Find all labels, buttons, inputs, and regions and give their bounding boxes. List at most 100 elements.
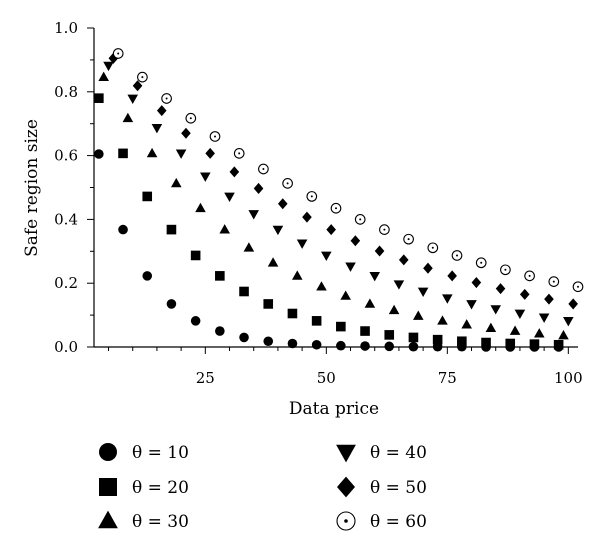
legend-marker [99, 443, 117, 461]
data-point [457, 336, 467, 347]
data-point [253, 182, 264, 194]
data-point [384, 330, 395, 340]
data-point [137, 71, 148, 83]
data-point [423, 262, 433, 274]
x-axis-label: Data price [289, 399, 379, 419]
data-point [553, 339, 564, 350]
data-points [94, 48, 584, 352]
data-point [195, 202, 206, 213]
data-point [350, 235, 361, 247]
data-point [156, 105, 167, 117]
data-point [146, 147, 158, 158]
data-point [215, 326, 225, 336]
data-point [122, 112, 134, 123]
data-point [282, 178, 293, 189]
data-point [181, 127, 191, 139]
data-point [485, 322, 497, 333]
legend-label: θ = 10 [132, 443, 189, 463]
data-point [94, 149, 104, 159]
data-point [316, 281, 327, 291]
legend-label: θ = 20 [132, 478, 189, 498]
y-axis-label: Safe region size [22, 119, 42, 257]
data-point [408, 341, 419, 352]
data-point [481, 337, 491, 348]
y-tick-label: 0.8 [54, 83, 78, 101]
legend-marker [98, 510, 118, 529]
y-tick-label: 0.2 [54, 274, 78, 292]
data-point [384, 341, 395, 352]
data-point [108, 52, 119, 64]
legend: θ = 10 θ = 20 θ = 30 θ = 40 θ = 50 θ = 60 [98, 443, 427, 532]
data-point [239, 332, 249, 343]
data-point [548, 276, 560, 287]
data-point [558, 329, 569, 340]
data-point [408, 332, 419, 343]
data-point [461, 319, 472, 329]
legend-marker [336, 511, 356, 531]
data-point [118, 148, 128, 159]
x-tick-label: 100 [554, 369, 583, 387]
data-point [267, 257, 279, 267]
data-point [509, 325, 521, 335]
data-point [471, 277, 482, 289]
data-point [403, 233, 414, 245]
legend-label: θ = 50 [370, 478, 427, 498]
axes [93, 28, 578, 348]
data-point [239, 286, 249, 297]
data-point [340, 290, 351, 300]
data-point [166, 299, 177, 309]
data-point [451, 250, 463, 261]
data-point [572, 281, 584, 293]
data-point [132, 80, 143, 92]
data-point [369, 272, 380, 282]
data-point [98, 71, 109, 81]
data-point [437, 315, 448, 325]
data-point [185, 112, 197, 124]
data-point [161, 93, 172, 104]
legend-label: θ = 40 [370, 443, 427, 463]
data-point [94, 93, 104, 103]
data-point [233, 148, 245, 159]
data-point [466, 300, 477, 310]
y-tick-label: 0.6 [54, 147, 78, 165]
legend-label: θ = 30 [132, 512, 189, 532]
data-point [524, 270, 535, 282]
data-point [277, 198, 288, 210]
legend-label: θ = 60 [370, 512, 427, 532]
data-point [127, 94, 138, 105]
data-point [112, 48, 124, 59]
data-point [505, 338, 516, 349]
data-point [360, 341, 370, 351]
data-point [475, 257, 487, 269]
data-point [354, 214, 366, 225]
data-point [568, 298, 578, 310]
data-point [190, 250, 201, 261]
data-point [151, 124, 163, 134]
data-point [345, 262, 356, 272]
data-point [321, 251, 332, 261]
data-point [374, 245, 385, 257]
data-point [287, 308, 298, 319]
data-point [495, 283, 506, 295]
data-point [563, 317, 574, 327]
data-point [292, 270, 303, 280]
data-point [490, 305, 501, 315]
data-point [330, 202, 342, 214]
data-point [413, 310, 424, 320]
data-point [311, 339, 322, 350]
data-point [103, 61, 114, 72]
data-point [336, 340, 346, 351]
data-point [190, 316, 201, 326]
legend-marker [336, 444, 356, 463]
data-point [336, 321, 346, 332]
data-point [364, 298, 376, 308]
data-point [272, 225, 284, 236]
data-point [171, 177, 182, 188]
data-point [209, 131, 221, 142]
data-point [263, 299, 274, 309]
data-point [263, 336, 274, 347]
data-point [398, 254, 409, 266]
data-point [229, 166, 240, 178]
data-point [296, 239, 308, 249]
